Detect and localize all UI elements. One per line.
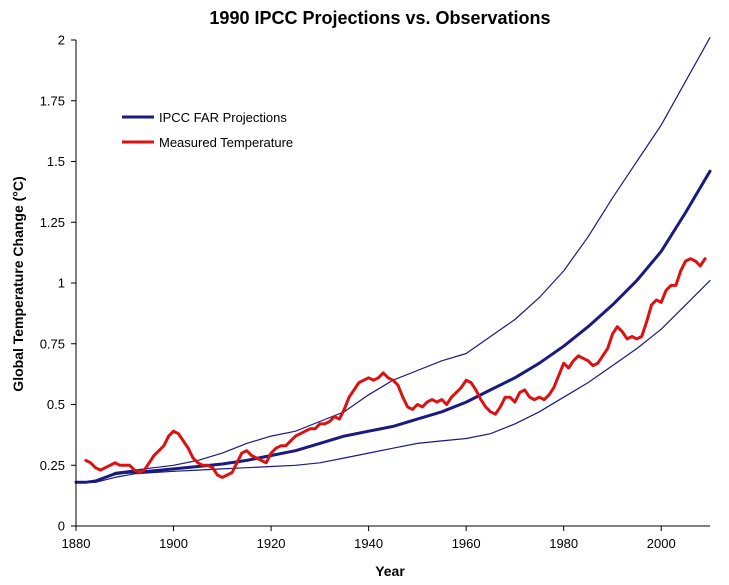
x-ticks: 1880 1900 1920 1940 1960 1980 2000 — [62, 526, 676, 551]
y-tick-label: 0.5 — [47, 397, 65, 412]
y-tick-label: 2 — [58, 33, 65, 48]
x-tick-label: 2000 — [647, 536, 676, 551]
y-tick-label: 1.25 — [40, 215, 65, 230]
ipcc-lower-bound-line — [75, 280, 711, 483]
y-tick-label: 1.5 — [47, 154, 65, 169]
ipcc-upper-bound-line — [75, 36, 711, 483]
chart-title: 1990 IPCC Projections vs. Observations — [209, 8, 550, 28]
x-tick-label: 1940 — [354, 536, 383, 551]
x-tick-label: 1900 — [159, 536, 188, 551]
x-axis-label: Year — [375, 563, 405, 579]
measured-temperature-line — [84, 257, 707, 479]
y-tick-label: 1.75 — [40, 93, 65, 108]
x-tick-label: 1920 — [257, 536, 286, 551]
y-tick-label: 1 — [58, 276, 65, 291]
plot-area — [74, 36, 712, 484]
legend-label: Measured Temperature — [159, 135, 293, 150]
y-axis-label: Global Temperature Change (°C) — [10, 176, 26, 391]
x-tick-label: 1880 — [62, 536, 91, 551]
y-tick-label: 0 — [58, 519, 65, 534]
x-tick-label: 1960 — [452, 536, 481, 551]
x-tick-label: 1980 — [549, 536, 578, 551]
y-ticks: 0 0.25 0.5 0.75 1 1.25 1.5 1.75 2 — [40, 33, 76, 534]
y-tick-label: 0.75 — [40, 336, 65, 351]
legend-label: IPCC FAR Projections — [159, 110, 287, 125]
y-tick-label: 0.25 — [40, 458, 65, 473]
legend: IPCC FAR Projections Measured Temperature — [122, 110, 293, 150]
series-layer — [74, 36, 712, 484]
ipcc-projection-line — [74, 169, 712, 484]
